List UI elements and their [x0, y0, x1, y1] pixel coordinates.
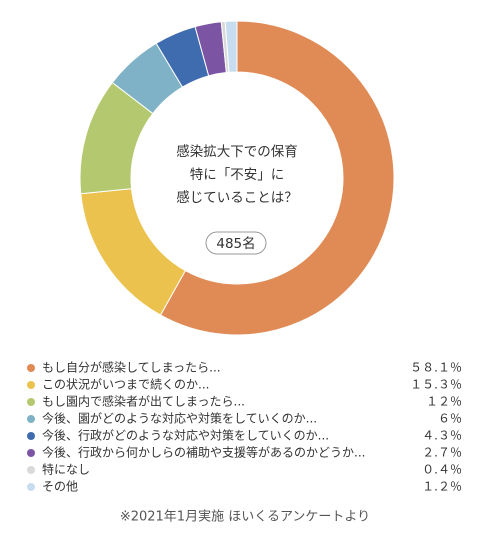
center-text: 特に「不安」に	[190, 167, 285, 183]
value-label: １５.３％	[410, 378, 462, 392]
legend-label: 今後、行政がどのような対応や対策をしていくのか...	[42, 428, 329, 443]
legend-label: 今後、行政から何かしらの補助や支援等があるのかどうか...	[42, 445, 365, 460]
value-label: ５８.１％	[410, 361, 462, 375]
legend-swatch	[27, 415, 35, 423]
value-label: ４.３％	[422, 429, 462, 443]
legend-label: 特になし	[42, 462, 90, 477]
slice	[80, 188, 187, 316]
badge-frame	[205, 231, 267, 255]
legend-label: 今後、園がどのような対応や対策をしていくのか...	[42, 411, 317, 426]
value-label: １.２％	[422, 480, 462, 494]
slice	[224, 20, 238, 73]
slice	[159, 20, 395, 336]
legend-swatch	[27, 432, 35, 440]
badge: 485名	[216, 236, 255, 252]
value-label: １２％	[426, 395, 462, 409]
legend-label: この状況がいつまで続くのか...	[42, 377, 209, 392]
legend-label: その他	[42, 480, 78, 494]
value-label: ２.７％	[422, 446, 462, 460]
center-text: 感染拡大下での保育	[176, 143, 298, 160]
center-text: 感じていることは？	[176, 189, 298, 206]
legend-swatch	[27, 449, 35, 457]
value-label: ０.４％	[422, 463, 462, 477]
legend-swatch	[27, 398, 35, 406]
legend-swatch	[27, 364, 35, 372]
legend-label: もし園内で感染者が出てしまったら...	[42, 394, 245, 409]
footnote: ※2021年1月実施 ほいくるアンケートより	[120, 509, 370, 525]
legend-swatch	[27, 466, 35, 474]
legend-swatch	[27, 483, 35, 491]
legend-swatch	[27, 381, 35, 389]
value-label: ６％	[438, 412, 462, 426]
legend-label: もし自分が感染してしまったら...	[42, 360, 221, 375]
